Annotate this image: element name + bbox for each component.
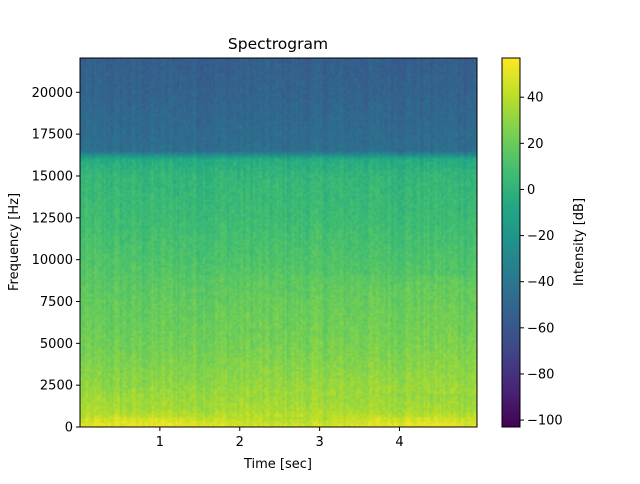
y-tick-label: 0 [65, 421, 73, 436]
plot-frame [79, 57, 478, 428]
y-tick-label: 2500 [40, 379, 73, 394]
colorbar-tick-label: −100 [527, 414, 563, 429]
heatmap-image [80, 58, 477, 427]
colorbar-ticks: −100 −80 −60 −40 −20 0 20 40 [520, 91, 563, 429]
colorbar-tick-label: −80 [527, 367, 554, 382]
x-axis-ticks: 1 2 3 4 [156, 427, 404, 450]
colorbar [501, 57, 521, 428]
spectrogram-heatmap [80, 58, 477, 427]
colorbar-tick-label: 0 [527, 183, 535, 198]
colorbar-tick-label: −20 [527, 229, 554, 244]
y-tick-label: 10000 [32, 253, 73, 268]
colorbar-tick-label: −40 [527, 275, 554, 290]
y-tick-label: 7500 [40, 295, 73, 310]
x-tick-label: 3 [315, 435, 323, 450]
x-tick-label: 4 [395, 435, 403, 450]
x-axis-label: Time [sec] [243, 457, 312, 472]
chart-title: Spectrogram [228, 35, 328, 53]
y-tick-label: 15000 [32, 169, 73, 184]
x-tick-label: 2 [236, 435, 244, 450]
y-tick-label: 5000 [40, 337, 73, 352]
y-axis-ticks: 0 2500 5000 7500 10000 12500 15000 17500 20000 [32, 86, 80, 436]
colorbar-tick-label: 20 [527, 137, 544, 152]
y-axis-label: Frequency [Hz] [7, 193, 22, 291]
y-tick-label: 12500 [32, 211, 73, 226]
colorbar-label: Intensity [dB] [572, 198, 587, 286]
colorbar-tick-label: −60 [527, 321, 554, 336]
y-tick-label: 20000 [32, 86, 73, 101]
y-tick-label: 17500 [32, 128, 73, 143]
colorbar-tick-label: 40 [527, 91, 544, 106]
x-tick-label: 1 [156, 435, 164, 450]
